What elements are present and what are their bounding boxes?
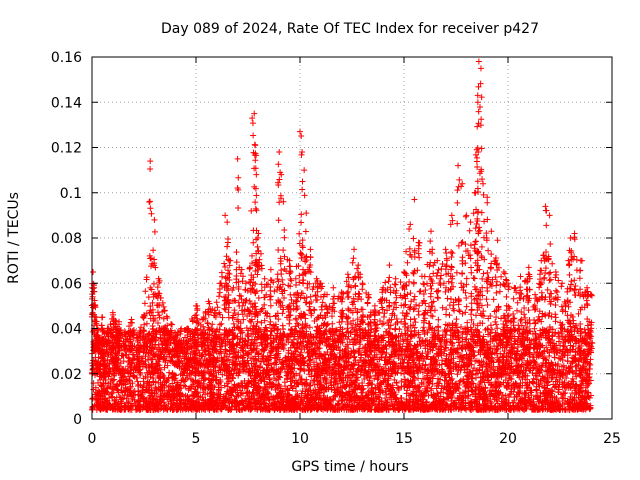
data-point <box>465 393 472 400</box>
data-point <box>166 369 173 376</box>
data-point <box>371 375 378 382</box>
data-point <box>559 394 566 401</box>
data-point <box>508 354 515 361</box>
data-point <box>415 383 422 390</box>
data-point <box>150 378 157 385</box>
data-point <box>366 374 373 381</box>
data-point <box>308 373 315 380</box>
data-point <box>276 373 283 380</box>
data-point <box>505 394 512 401</box>
data-point <box>367 373 374 380</box>
data-point <box>454 371 461 378</box>
data-point <box>426 380 433 387</box>
data-point <box>415 375 422 382</box>
chart-title: Day 089 of 2024, Rate Of TEC Index for r… <box>161 21 539 37</box>
data-point <box>303 376 310 383</box>
data-point <box>252 356 259 363</box>
data-point <box>551 393 558 400</box>
data-point <box>573 391 580 398</box>
data-point <box>297 375 304 382</box>
data-point <box>297 366 304 373</box>
data-point <box>453 380 460 387</box>
data-point <box>408 380 415 387</box>
data-point <box>178 325 185 332</box>
data-point <box>390 406 397 413</box>
data-point <box>506 391 513 398</box>
data-points <box>88 58 596 413</box>
data-point <box>543 344 550 351</box>
data-point <box>398 370 405 377</box>
